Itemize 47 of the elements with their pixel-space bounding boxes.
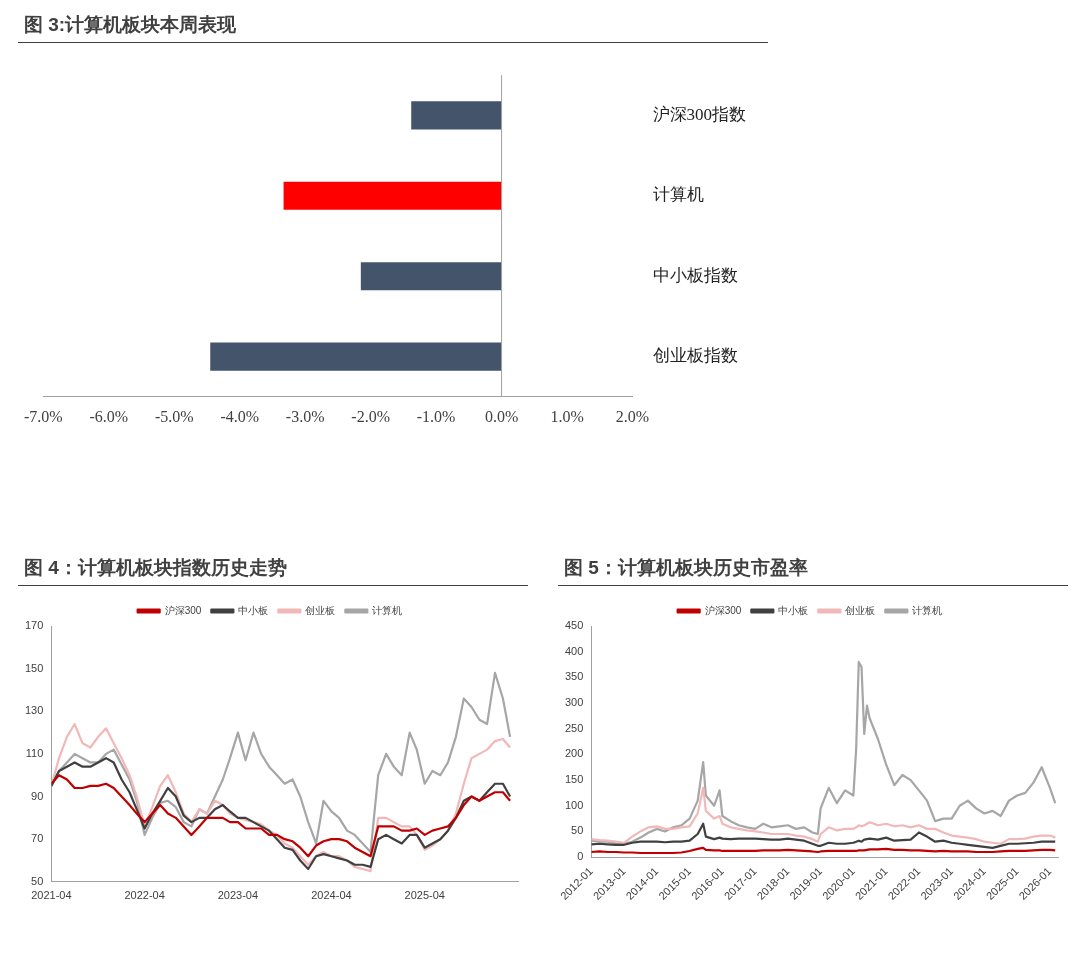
x-tick-label: 2025-04 — [404, 889, 445, 902]
y-tick-label: 70 — [31, 832, 44, 845]
y-tick-label: 110 — [25, 746, 44, 759]
legend-label: 计算机 — [912, 604, 943, 616]
x-tick-label: -3.0% — [285, 407, 325, 425]
chart-title: 图 4：计算机板块指数历史走势 — [18, 553, 528, 586]
y-tick-label: 沪深300指数 — [652, 104, 746, 124]
legend-label: 沪深300 — [704, 604, 742, 616]
legend-label: 创业板 — [305, 604, 336, 616]
y-tick-label: 创业板指数 — [652, 346, 738, 366]
y-tick-label: 90 — [31, 789, 44, 802]
x-tick-label: 1.0% — [550, 407, 584, 425]
x-tick-label: -1.0% — [416, 407, 456, 425]
y-tick-label: 计算机 — [652, 185, 704, 205]
x-tick-label: 2022-04 — [124, 889, 165, 902]
x-tick-label: 2021-04 — [31, 889, 72, 902]
x-tick-label: 2023-04 — [217, 889, 259, 902]
y-tick-label: 400 — [564, 644, 584, 657]
y-tick-label: 170 — [24, 619, 44, 632]
chart-title: 图 3:计算机板块本周表现 — [18, 10, 768, 43]
x-tick-label: -2.0% — [351, 407, 390, 425]
chart-title: 图 5：计算机板块历史市盈率 — [558, 553, 1068, 586]
legend-label: 沪深300 — [164, 604, 202, 616]
y-tick-label: 0 — [577, 850, 584, 863]
y-tick-label: 150 — [564, 773, 584, 786]
legend-label: 中小板 — [778, 604, 809, 616]
x-tick-label: 2024-04 — [311, 889, 352, 902]
legend-label: 创业板 — [845, 604, 876, 616]
legend-label: 中小板 — [238, 604, 269, 616]
y-tick-label: 100 — [564, 798, 584, 811]
x-tick-label: -5.0% — [154, 407, 194, 425]
y-tick-label: 130 — [24, 704, 44, 717]
y-tick-label: 中小板指数 — [652, 265, 738, 285]
y-tick-label: 50 — [31, 874, 44, 887]
y-tick-label: 350 — [564, 670, 584, 683]
y-tick-label: 150 — [24, 661, 44, 674]
x-tick-label: 2.0% — [615, 407, 650, 425]
y-tick-label: 300 — [564, 696, 584, 709]
legend-label: 计算机 — [372, 604, 403, 616]
y-tick-label: 200 — [564, 747, 584, 760]
x-tick-label: -4.0% — [220, 407, 260, 425]
x-tick-label: 0.0% — [484, 407, 519, 425]
y-tick-label: 450 — [564, 619, 584, 632]
y-tick-label: 50 — [571, 824, 584, 837]
x-tick-label: -7.0% — [24, 407, 63, 425]
y-tick-label: 250 — [564, 721, 584, 734]
x-tick-label: -6.0% — [89, 407, 129, 425]
